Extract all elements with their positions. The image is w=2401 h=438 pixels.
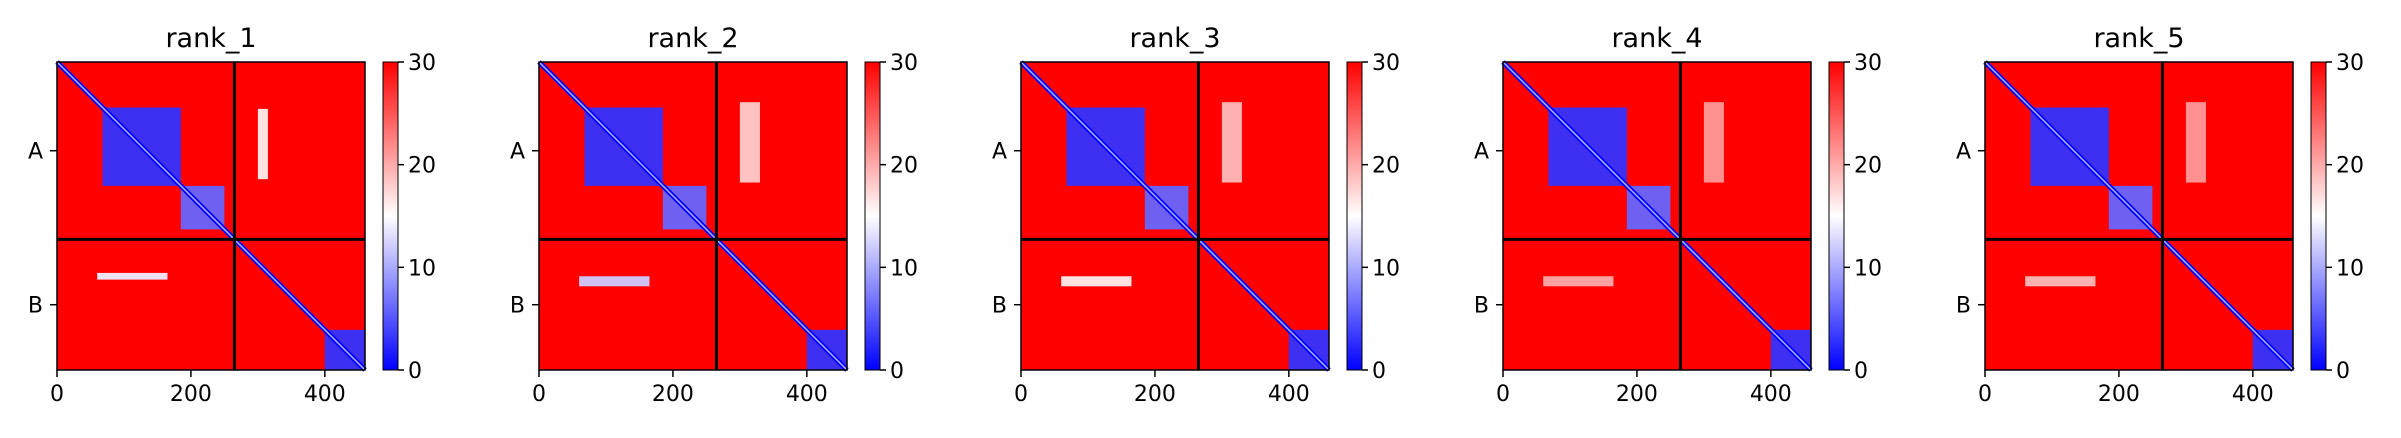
colorbar-tick-label: 20	[1372, 154, 1400, 179]
panel-title: rank_1	[165, 23, 256, 54]
x-tick-label: 0	[50, 382, 64, 407]
colorbar-tick-label: 20	[408, 154, 436, 179]
panel-title: rank_4	[1611, 23, 1702, 54]
panel-title: rank_2	[647, 23, 738, 54]
axes-frame	[538, 61, 848, 371]
axes-frame	[1984, 61, 2294, 371]
colorbar-tick-label: 30	[890, 51, 918, 76]
heatmap-block	[1221, 102, 1242, 183]
x-tick-label: 400	[1750, 382, 1792, 407]
x-tick-label: 200	[2098, 382, 2140, 407]
x-tick-label: 0	[1496, 382, 1510, 407]
y-tick-label: B	[510, 294, 525, 319]
colorbar-tick-label: 30	[408, 51, 436, 76]
pae-panel-2: rank_2 0 200 400 A B 0 10 20 30	[510, 23, 918, 407]
heatmap-diagonal-highlight	[56, 61, 366, 371]
colorbar-tick-label: 30	[1854, 51, 1882, 76]
colorbar-tick-label: 20	[890, 154, 918, 179]
heatmap-block	[2185, 102, 2206, 183]
x-tick-label: 400	[786, 382, 828, 407]
colorbar-tick-label: 10	[1372, 256, 1400, 281]
colorbar-tick-label: 30	[2336, 51, 2364, 76]
x-tick-label: 0	[1014, 382, 1028, 407]
panel-title: rank_3	[1129, 23, 1220, 54]
heatmap-block	[1703, 102, 1724, 183]
heatmap-block	[2025, 276, 2096, 287]
heatmap-diagonal-highlight	[1020, 61, 1330, 371]
axes-frame	[56, 61, 366, 371]
pae-panel-5: rank_5 0 200 400 A B 0 10 20 30	[1956, 23, 2364, 407]
x-tick-label: 200	[1134, 382, 1176, 407]
pae-panel-4: rank_4 0 200 400 A B 0 10 20 30	[1474, 23, 1882, 407]
heatmap-block	[257, 108, 268, 180]
colorbar	[382, 61, 399, 371]
x-tick-label: 0	[532, 382, 546, 407]
y-tick-label: B	[28, 294, 43, 319]
colorbar	[1346, 61, 1363, 371]
y-tick-label: A	[1474, 140, 1489, 165]
colorbar	[1828, 61, 1845, 371]
pae-panel-3: rank_3 0 200 400 A B 0 10 20 30	[992, 23, 1400, 407]
y-tick-label: A	[1956, 140, 1971, 165]
colorbar-tick-label: 10	[2336, 256, 2364, 281]
colorbar-tick-label: 10	[890, 256, 918, 281]
x-tick-label: 200	[652, 382, 694, 407]
x-tick-label: 400	[1268, 382, 1310, 407]
heatmap-block	[1543, 276, 1614, 287]
heatmap-block	[1061, 276, 1132, 287]
x-tick-label: 0	[1978, 382, 1992, 407]
x-tick-label: 400	[2232, 382, 2274, 407]
heatmap-diagonal-highlight	[538, 61, 848, 371]
heatmap-block	[579, 276, 650, 287]
y-tick-label: A	[28, 140, 43, 165]
x-tick-label: 200	[1616, 382, 1658, 407]
axes-frame	[1020, 61, 1330, 371]
colorbar-tick-label: 0	[1372, 359, 1386, 384]
colorbar-tick-label: 0	[408, 359, 422, 384]
colorbar-tick-label: 0	[2336, 359, 2350, 384]
y-tick-label: A	[992, 140, 1007, 165]
colorbar-tick-label: 0	[1854, 359, 1868, 384]
y-tick-label: B	[992, 294, 1007, 319]
heatmap-diagonal-highlight	[1984, 61, 2294, 371]
colorbar	[2310, 61, 2327, 371]
y-tick-label: A	[510, 140, 525, 165]
colorbar-tick-label: 30	[1372, 51, 1400, 76]
axes-frame	[1502, 61, 1812, 371]
colorbar-tick-label: 0	[890, 359, 904, 384]
colorbar-tick-label: 20	[1854, 154, 1882, 179]
y-tick-label: B	[1474, 294, 1489, 319]
y-tick-label: B	[1956, 294, 1971, 319]
heatmap-diagonal-highlight	[1502, 61, 1812, 371]
colorbar-tick-label: 20	[2336, 154, 2364, 179]
colorbar-tick-label: 10	[408, 256, 436, 281]
pae-panel-1: rank_1 0 200 400 A B 0 10 20 30	[28, 23, 436, 407]
x-tick-label: 400	[304, 382, 346, 407]
colorbar	[864, 61, 881, 371]
colorbar-tick-label: 10	[1854, 256, 1882, 281]
x-tick-label: 200	[170, 382, 212, 407]
heatmap-block	[97, 272, 168, 280]
heatmap-block	[739, 102, 760, 183]
panel-title: rank_5	[2093, 23, 2184, 54]
